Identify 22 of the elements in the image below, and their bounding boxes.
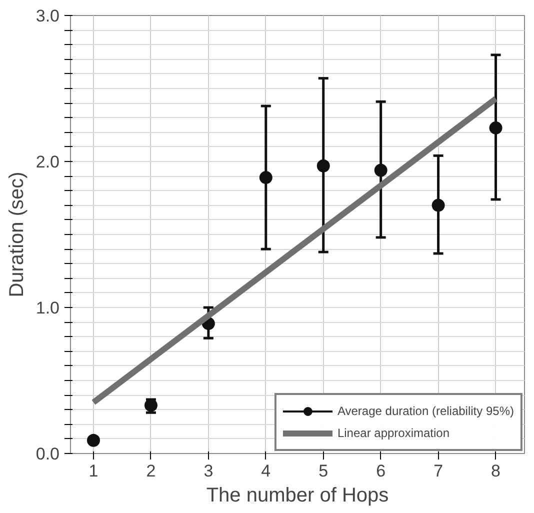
x-tick-label: 8 — [491, 462, 501, 480]
y-tick-label: 1.0 — [36, 298, 60, 318]
x-axis-title: The number of Hops — [206, 484, 389, 506]
point — [316, 159, 330, 172]
point — [259, 171, 272, 184]
x-tick-label: 1 — [88, 462, 98, 480]
x-tick-label: 7 — [434, 462, 444, 480]
legend-label: Average duration (reliability 95%) — [337, 404, 514, 418]
x-tick-label: 2 — [146, 462, 156, 480]
x-tick-label: 4 — [261, 462, 271, 480]
x-tick-label: 5 — [318, 462, 328, 480]
x-tick-label: 6 — [376, 462, 386, 480]
y-tick-label: 0.0 — [36, 444, 60, 464]
point — [86, 434, 100, 447]
y-tick-label: 2.0 — [36, 152, 60, 172]
x-tick-label: 3 — [204, 462, 214, 480]
point — [374, 164, 388, 177]
y-axis-title: Duration (sec) — [6, 172, 28, 298]
legend-label: Linear approximation — [337, 426, 450, 440]
y-tick-label: 3.0 — [36, 6, 60, 26]
point — [432, 198, 445, 212]
point — [489, 121, 502, 134]
